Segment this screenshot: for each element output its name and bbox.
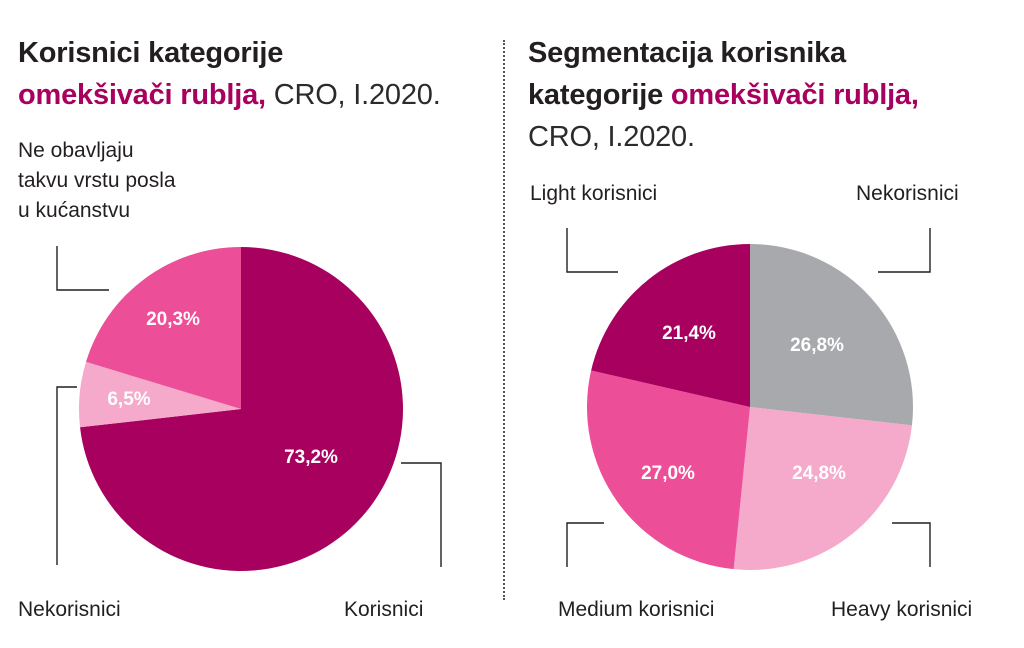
label-right-nekorisnici: Nekorisnici	[856, 182, 959, 205]
pie-slice-light-korisnici	[591, 243, 750, 407]
left-title-line2: omekšivači rublja, CRO, I.2020.	[18, 74, 488, 116]
label-ne-obavljaju-line2: takvu vrstu posla	[18, 169, 176, 192]
slice-value-label: 6,5%	[107, 389, 150, 410]
leader-light-korisnici	[566, 228, 618, 273]
pie-slice-korisnici	[80, 247, 403, 571]
slice-value-label: 73,2%	[284, 447, 338, 468]
left-pie: 73,2% 6,5% 20,3%	[78, 247, 403, 571]
label-left-korisnici: Korisnici	[344, 598, 424, 621]
right-title-accent: omekšivači rublja,	[670, 79, 919, 111]
slice-value-label: 26,8%	[790, 335, 844, 356]
label-left-nekorisnici: Nekorisnici	[18, 598, 121, 621]
right-pie: 26,8% 24,8% 27,0% 21,4%	[586, 243, 914, 571]
right-title-line2: kategorije omekšivači rublja,	[528, 74, 1008, 116]
pie-slice-heavy-korisnici	[733, 407, 912, 571]
right-title-line3: CRO, I.2020.	[528, 121, 695, 153]
slice-value-label: 27,0%	[641, 463, 695, 484]
right-title-plain: kategorije	[528, 79, 671, 111]
left-chart-title: Korisnici kategorije omekšivači rublja, …	[18, 32, 488, 116]
left-title-accent: omekšivači rublja,	[18, 79, 266, 111]
leader-ne-obavljaju	[56, 246, 109, 291]
right-chart-title: Segmentacija korisnika kategorije omekši…	[528, 32, 1008, 158]
leader-left-korisnici	[401, 462, 442, 567]
label-ne-obavljaju-line1: Ne obavljaju	[18, 139, 134, 162]
label-ne-obavljaju: Ne obavljaju takvu vrstu posla u kućanst…	[18, 136, 176, 226]
label-medium-korisnici: Medium korisnici	[558, 598, 715, 621]
slice-value-label: 21,4%	[662, 323, 716, 344]
slice-value-label: 20,3%	[146, 309, 200, 330]
label-ne-obavljaju-line3: u kućanstvu	[18, 199, 131, 222]
pie-slice-nekorisnici	[750, 244, 914, 426]
pie-slice-ne-obavljaju-takvu-vrstu-posla-u-ku-anstvu	[86, 247, 241, 409]
pie-slice-nekorisnici	[78, 361, 241, 428]
pie-slice-medium-korisnici	[586, 370, 750, 570]
right-title-line1: Segmentacija korisnika	[528, 37, 846, 69]
leader-heavy-korisnici	[892, 522, 931, 567]
dotted-divider	[503, 40, 505, 600]
left-title-line1: Korisnici kategorije	[18, 37, 284, 69]
leader-left-nekorisnici	[56, 386, 77, 565]
leader-lines	[56, 228, 931, 567]
leader-medium-korisnici	[566, 522, 604, 567]
label-light-korisnici: Light korisnici	[530, 182, 658, 205]
left-title-rest: CRO, I.2020.	[265, 79, 441, 111]
label-heavy-korisnici: Heavy korisnici	[831, 598, 973, 621]
slice-value-label: 24,8%	[792, 463, 846, 484]
leader-right-nekorisnici	[878, 228, 931, 273]
